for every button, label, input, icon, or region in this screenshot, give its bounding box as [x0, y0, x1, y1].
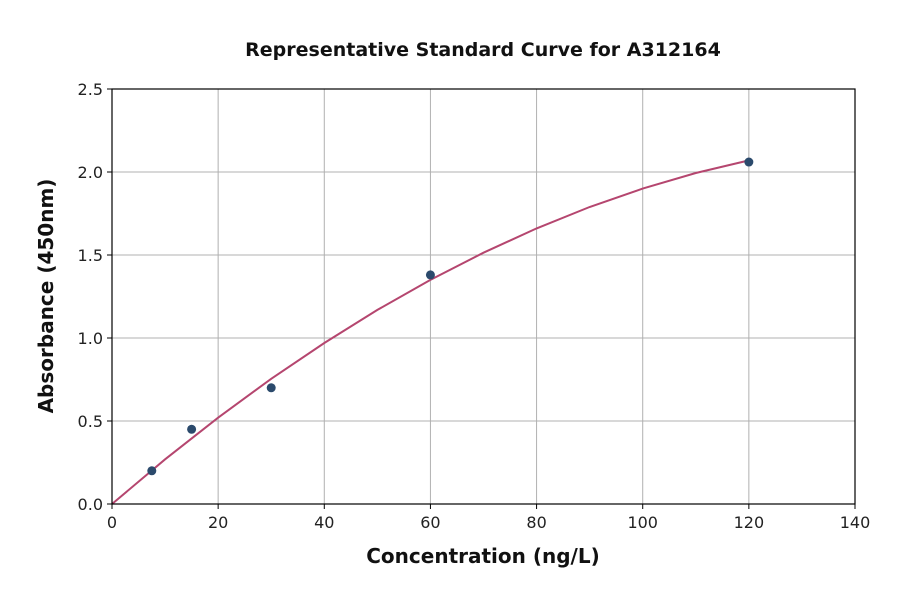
plot-frame [111, 88, 856, 505]
data-point [425, 270, 435, 280]
y-ticks: 0.0 0.5 1.0 1.5 2.0 2.5 [78, 80, 112, 514]
chart-title: Representative Standard Curve for A31216… [245, 39, 721, 61]
y-tick-label: 0.5 [78, 412, 103, 431]
data-point [187, 424, 197, 434]
y-tick-label: 1.5 [78, 246, 103, 265]
x-tick-label: 60 [420, 513, 440, 532]
y-axis-label: Absorbance (450nm) [34, 179, 58, 414]
y-tick-label: 1.0 [78, 329, 103, 348]
x-axis-label: Concentration (ng/L) [366, 544, 599, 568]
data-point [266, 383, 276, 393]
x-tick-label: 80 [526, 513, 546, 532]
grid [111, 88, 856, 505]
data-point [744, 157, 754, 167]
x-tick-label: 100 [627, 513, 658, 532]
y-tick-label: 2.5 [78, 80, 103, 99]
x-tick-label: 40 [314, 513, 334, 532]
data-point [147, 466, 157, 476]
fit-curve [111, 159, 750, 505]
x-tick-label: 20 [208, 513, 228, 532]
x-ticks: 0 20 40 60 80 100 120 140 [107, 504, 870, 532]
fit-curve-group [111, 159, 750, 505]
y-tick-label: 0.0 [78, 495, 103, 514]
y-tick-label: 2.0 [78, 163, 103, 182]
x-tick-label: 0 [107, 513, 117, 532]
x-tick-label: 140 [840, 513, 871, 532]
points-group [147, 157, 754, 476]
x-tick-label: 120 [734, 513, 765, 532]
